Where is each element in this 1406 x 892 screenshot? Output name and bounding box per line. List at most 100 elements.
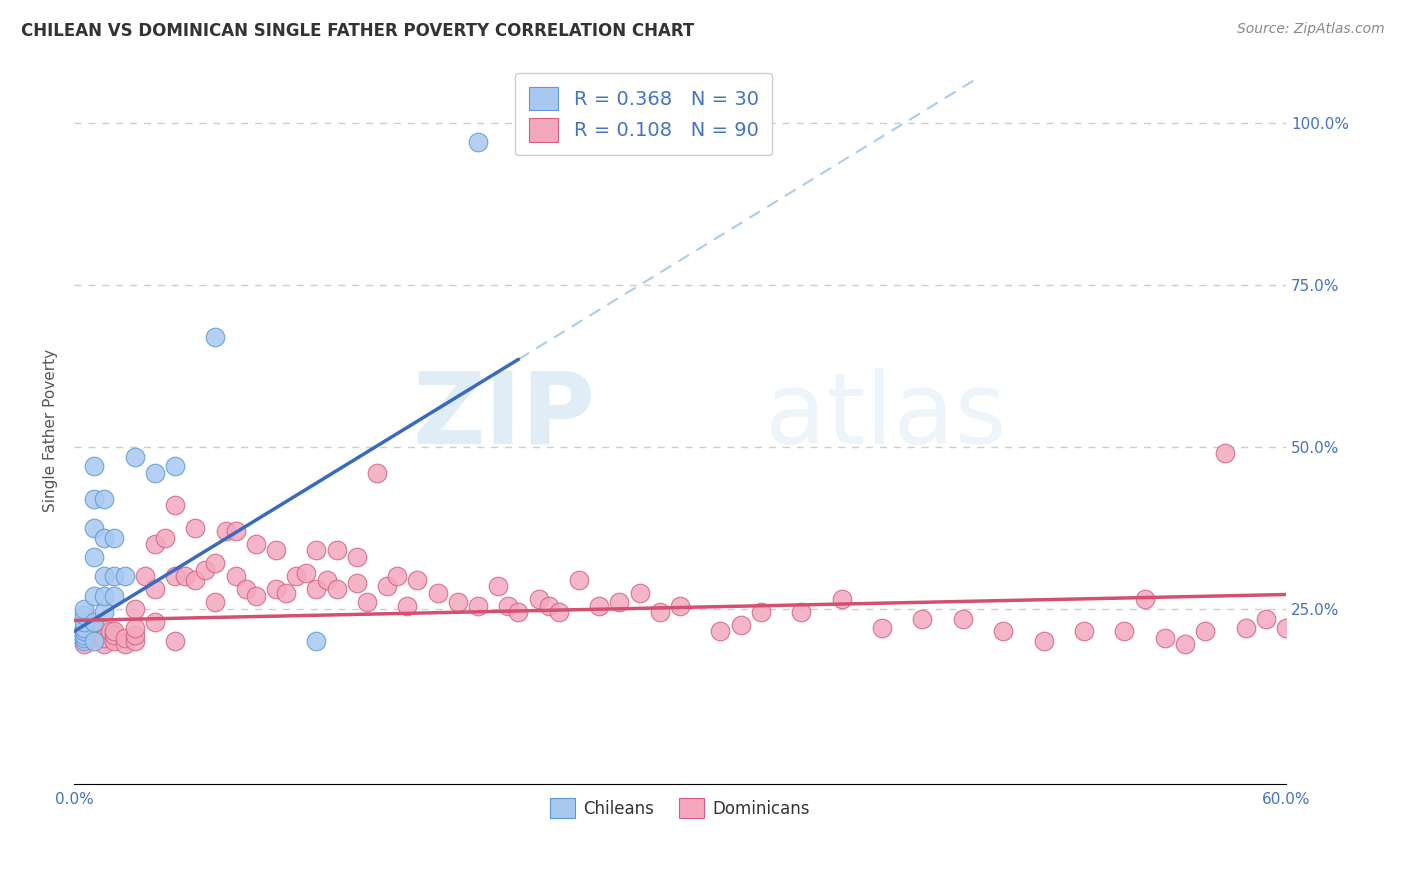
- Point: [83, 621, 105, 635]
- Point: [245, 537, 267, 551]
- Point: [264, 543, 287, 558]
- Text: ZIP: ZIP: [412, 368, 595, 465]
- Point: [1194, 624, 1216, 639]
- Point: [406, 573, 429, 587]
- Point: [214, 524, 236, 538]
- Point: [93, 589, 115, 603]
- Point: [749, 605, 772, 619]
- Point: [124, 450, 146, 464]
- Point: [87, 624, 110, 639]
- Point: [114, 569, 136, 583]
- Point: [165, 459, 187, 474]
- Point: [83, 549, 105, 564]
- Point: [1234, 621, 1257, 635]
- Point: [245, 589, 267, 603]
- Point: [83, 615, 105, 629]
- Point: [1275, 621, 1298, 635]
- Point: [346, 549, 368, 564]
- Point: [264, 582, 287, 597]
- Text: Source: ZipAtlas.com: Source: ZipAtlas.com: [1237, 22, 1385, 37]
- Point: [508, 605, 530, 619]
- Point: [73, 634, 96, 648]
- Point: [1114, 624, 1136, 639]
- Point: [143, 615, 166, 629]
- Point: [73, 601, 96, 615]
- Point: [993, 624, 1015, 639]
- Point: [447, 595, 470, 609]
- Point: [103, 628, 125, 642]
- Point: [346, 575, 368, 590]
- Point: [103, 624, 125, 639]
- Point: [709, 624, 731, 639]
- Point: [124, 621, 146, 635]
- Point: [911, 611, 934, 625]
- Point: [124, 634, 146, 648]
- Point: [93, 491, 115, 506]
- Point: [527, 592, 550, 607]
- Point: [1153, 631, 1175, 645]
- Point: [1073, 624, 1095, 639]
- Point: [83, 459, 105, 474]
- Point: [831, 592, 853, 607]
- Point: [225, 569, 247, 583]
- Point: [387, 569, 409, 583]
- Point: [73, 624, 96, 639]
- Point: [315, 573, 337, 587]
- Point: [73, 621, 96, 635]
- Point: [486, 579, 509, 593]
- Legend: Chileans, Dominicans: Chileans, Dominicans: [543, 791, 817, 825]
- Point: [325, 582, 347, 597]
- Point: [1032, 634, 1054, 648]
- Point: [143, 582, 166, 597]
- Point: [73, 608, 96, 623]
- Point: [194, 563, 217, 577]
- Point: [103, 634, 125, 648]
- Point: [73, 628, 96, 642]
- Point: [305, 582, 328, 597]
- Point: [83, 521, 105, 535]
- Point: [174, 569, 197, 583]
- Point: [467, 135, 489, 149]
- Point: [498, 599, 520, 613]
- Point: [235, 582, 257, 597]
- Point: [103, 531, 125, 545]
- Y-axis label: Single Father Poverty: Single Father Poverty: [44, 349, 58, 512]
- Point: [93, 569, 115, 583]
- Point: [165, 634, 187, 648]
- Point: [153, 531, 176, 545]
- Point: [305, 634, 328, 648]
- Point: [952, 611, 974, 625]
- Point: [143, 537, 166, 551]
- Point: [870, 621, 893, 635]
- Point: [1215, 446, 1237, 460]
- Point: [103, 589, 125, 603]
- Point: [356, 595, 378, 609]
- Point: [73, 631, 96, 645]
- Point: [568, 573, 591, 587]
- Point: [225, 524, 247, 538]
- Point: [628, 585, 651, 599]
- Point: [83, 631, 105, 645]
- Point: [609, 595, 631, 609]
- Point: [124, 601, 146, 615]
- Point: [93, 637, 115, 651]
- Point: [73, 637, 96, 651]
- Point: [143, 466, 166, 480]
- Point: [537, 599, 560, 613]
- Point: [366, 466, 388, 480]
- Point: [204, 329, 226, 343]
- Point: [165, 569, 187, 583]
- Point: [1254, 611, 1277, 625]
- Point: [114, 637, 136, 651]
- Point: [83, 634, 105, 648]
- Point: [114, 631, 136, 645]
- Point: [204, 595, 226, 609]
- Point: [305, 543, 328, 558]
- Text: CHILEAN VS DOMINICAN SINGLE FATHER POVERTY CORRELATION CHART: CHILEAN VS DOMINICAN SINGLE FATHER POVER…: [21, 22, 695, 40]
- Point: [467, 599, 489, 613]
- Text: atlas: atlas: [765, 368, 1007, 465]
- Point: [83, 491, 105, 506]
- Point: [184, 521, 207, 535]
- Point: [648, 605, 671, 619]
- Point: [103, 569, 125, 583]
